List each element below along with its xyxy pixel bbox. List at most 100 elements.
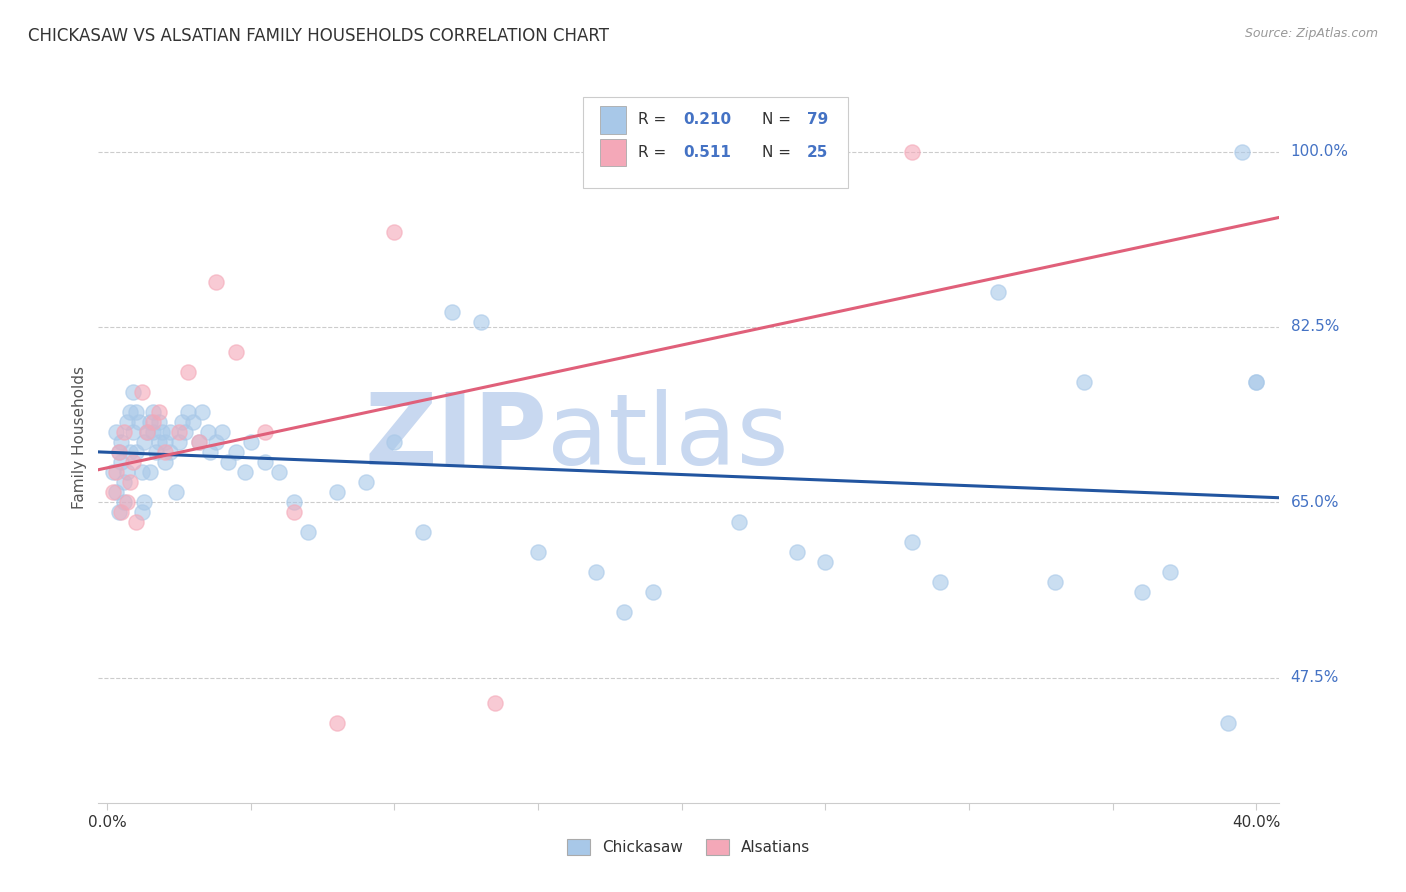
Point bbox=[254, 455, 277, 469]
Point bbox=[900, 535, 922, 549]
Point bbox=[167, 425, 190, 439]
Point bbox=[354, 475, 377, 490]
Point bbox=[118, 405, 141, 419]
Text: 79: 79 bbox=[807, 112, 828, 128]
Point bbox=[118, 475, 141, 490]
Point bbox=[131, 505, 153, 519]
Point bbox=[1073, 375, 1095, 389]
Text: 47.5%: 47.5% bbox=[1291, 670, 1339, 685]
Point bbox=[176, 365, 198, 379]
Text: Source: ZipAtlas.com: Source: ZipAtlas.com bbox=[1244, 27, 1378, 40]
Point bbox=[110, 435, 132, 450]
Point bbox=[527, 545, 550, 559]
Point bbox=[128, 415, 150, 429]
Point bbox=[613, 606, 636, 620]
Point bbox=[122, 384, 145, 399]
Point bbox=[1246, 375, 1268, 389]
Point bbox=[165, 485, 187, 500]
Point bbox=[814, 555, 837, 569]
Text: R =: R = bbox=[638, 112, 671, 128]
Point bbox=[470, 315, 492, 329]
Text: N =: N = bbox=[762, 112, 796, 128]
Point bbox=[115, 465, 138, 479]
Point bbox=[134, 435, 156, 450]
Point bbox=[110, 505, 132, 519]
Point bbox=[104, 485, 127, 500]
Point bbox=[139, 415, 162, 429]
Point bbox=[283, 505, 305, 519]
Point bbox=[131, 384, 153, 399]
Point bbox=[125, 445, 148, 459]
Text: ZIP: ZIP bbox=[364, 389, 547, 485]
Point bbox=[326, 715, 349, 730]
Point bbox=[197, 425, 219, 439]
Point bbox=[110, 455, 132, 469]
Point bbox=[384, 225, 406, 239]
Point bbox=[728, 515, 751, 529]
Point bbox=[104, 465, 127, 479]
Point bbox=[384, 435, 406, 450]
Point bbox=[101, 485, 124, 500]
Point bbox=[148, 415, 170, 429]
Point bbox=[484, 696, 506, 710]
Text: atlas: atlas bbox=[547, 389, 789, 485]
Point bbox=[142, 415, 165, 429]
Point bbox=[211, 425, 233, 439]
Point bbox=[122, 455, 145, 469]
Point bbox=[134, 495, 156, 509]
Point bbox=[205, 435, 228, 450]
Point bbox=[153, 455, 176, 469]
Point bbox=[786, 545, 808, 559]
Point bbox=[225, 345, 247, 359]
Text: 0.511: 0.511 bbox=[683, 145, 731, 160]
Point bbox=[153, 445, 176, 459]
Point bbox=[122, 425, 145, 439]
Point bbox=[176, 405, 198, 419]
Text: R =: R = bbox=[638, 145, 671, 160]
Point bbox=[217, 455, 239, 469]
FancyBboxPatch shape bbox=[600, 138, 626, 167]
Point bbox=[1246, 375, 1268, 389]
Point bbox=[136, 425, 159, 439]
Point bbox=[107, 445, 129, 459]
Legend: Chickasaw, Alsatians: Chickasaw, Alsatians bbox=[561, 833, 817, 861]
Point bbox=[167, 435, 190, 450]
Point bbox=[142, 405, 165, 419]
Point bbox=[139, 465, 162, 479]
Text: 65.0%: 65.0% bbox=[1291, 495, 1339, 509]
Point bbox=[145, 445, 167, 459]
Point bbox=[173, 425, 195, 439]
Point bbox=[326, 485, 349, 500]
Point bbox=[188, 435, 211, 450]
Text: CHICKASAW VS ALSATIAN FAMILY HOUSEHOLDS CORRELATION CHART: CHICKASAW VS ALSATIAN FAMILY HOUSEHOLDS … bbox=[28, 27, 609, 45]
Point bbox=[297, 525, 319, 540]
Point bbox=[107, 445, 129, 459]
Text: 25: 25 bbox=[807, 145, 828, 160]
Point bbox=[254, 425, 277, 439]
Point bbox=[101, 465, 124, 479]
Text: 0.210: 0.210 bbox=[683, 112, 731, 128]
Point bbox=[283, 495, 305, 509]
Point bbox=[929, 575, 952, 590]
FancyBboxPatch shape bbox=[582, 97, 848, 188]
Point bbox=[188, 435, 211, 450]
Point bbox=[112, 495, 135, 509]
Point bbox=[987, 285, 1010, 299]
Text: 82.5%: 82.5% bbox=[1291, 319, 1339, 334]
Y-axis label: Family Households: Family Households bbox=[72, 366, 87, 508]
Point bbox=[136, 425, 159, 439]
Point bbox=[1230, 145, 1253, 159]
Point bbox=[269, 465, 291, 479]
Point bbox=[1130, 585, 1153, 599]
Point bbox=[181, 415, 204, 429]
Point bbox=[115, 415, 138, 429]
Point bbox=[233, 465, 256, 479]
Point bbox=[1159, 566, 1181, 580]
Point bbox=[585, 566, 607, 580]
Point bbox=[440, 305, 463, 319]
Point bbox=[191, 405, 214, 419]
Text: N =: N = bbox=[762, 145, 796, 160]
Point bbox=[225, 445, 247, 459]
Point bbox=[170, 415, 193, 429]
Point bbox=[112, 475, 135, 490]
